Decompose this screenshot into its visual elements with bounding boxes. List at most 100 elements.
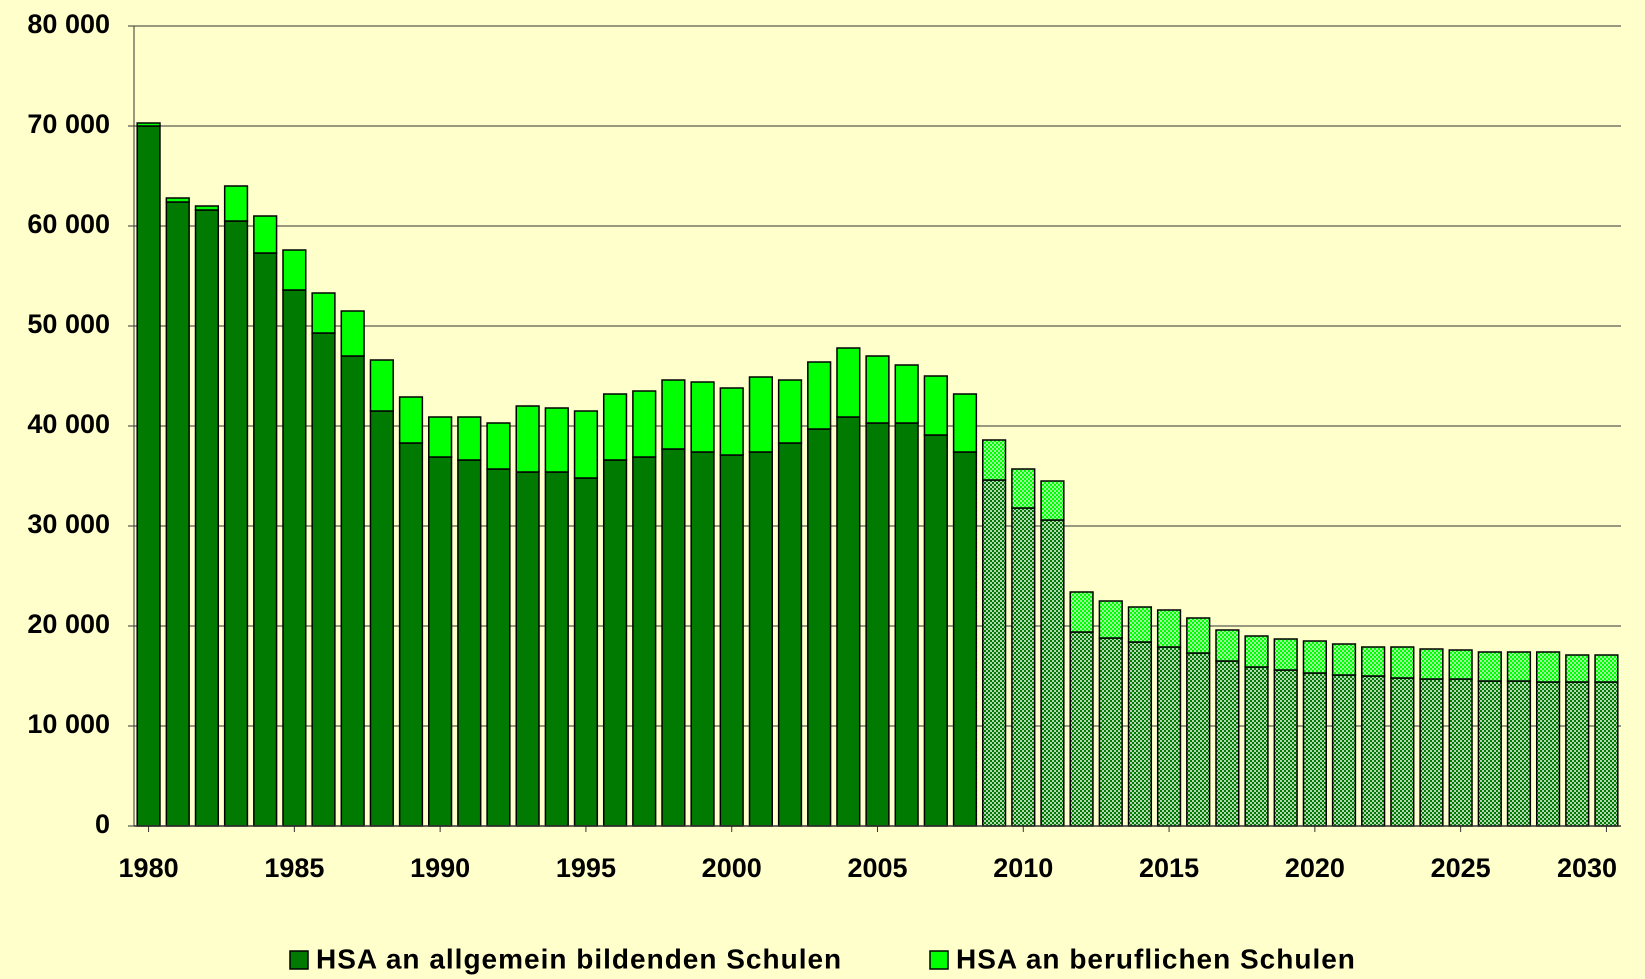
bar-segment — [457, 459, 482, 827]
bar-segment — [223, 185, 249, 222]
bar-segment — [661, 448, 686, 827]
bar-segment — [1156, 609, 1182, 648]
bar-segment — [1244, 666, 1269, 827]
bar-segment — [398, 396, 424, 444]
bar-segment — [1390, 646, 1415, 679]
bar-segment — [369, 410, 394, 827]
bar-segment — [165, 197, 190, 203]
bar-segment — [1040, 519, 1065, 827]
bar-segment — [486, 468, 511, 827]
bar-segment — [573, 477, 599, 827]
bar-segment — [1127, 641, 1153, 827]
bar-segment — [777, 442, 803, 827]
x-tick-label: 2000 — [702, 853, 762, 883]
bar-segment — [1477, 680, 1502, 827]
bar-segment — [1565, 681, 1590, 827]
x-tick-label: 1985 — [264, 853, 324, 883]
y-tick-label: 0 — [95, 809, 110, 839]
bar-segment — [1361, 675, 1386, 827]
bar-segment — [632, 390, 657, 458]
x-tick-label: 2030 — [1557, 853, 1617, 883]
bar-segment — [136, 125, 161, 827]
bar-segment — [894, 422, 919, 827]
bar-segment — [1390, 677, 1415, 827]
y-tick-label: 60 000 — [27, 209, 110, 239]
bar-segment — [807, 361, 832, 430]
bar-segment — [661, 379, 686, 450]
bar-segment — [1186, 617, 1211, 654]
bar-segment — [1302, 640, 1327, 674]
bar-segment — [1098, 637, 1123, 827]
bar-segment — [515, 471, 540, 827]
bar-segment — [836, 416, 861, 827]
bar-segment — [1011, 468, 1036, 509]
x-tick-label: 1995 — [556, 853, 616, 883]
bar-segment — [602, 459, 628, 827]
bar-segment — [1069, 631, 1094, 827]
x-tick-label: 1980 — [119, 853, 179, 883]
bar-segment — [544, 471, 569, 827]
bar-segment — [690, 381, 715, 453]
bar-segment — [1535, 651, 1561, 683]
x-tick-label: 2025 — [1431, 853, 1491, 883]
legend-swatch — [289, 950, 309, 970]
x-tick-label: 1990 — [410, 853, 470, 883]
bar-segment — [982, 479, 1007, 827]
y-tick-label: 10 000 — [27, 709, 110, 739]
x-tick-label: 2020 — [1285, 853, 1345, 883]
bar-segment — [194, 205, 220, 211]
y-tick-label: 20 000 — [27, 609, 110, 639]
y-tick-label: 40 000 — [27, 409, 110, 439]
bar-segment — [515, 405, 540, 473]
bar-segment — [253, 252, 278, 827]
bar-segment — [428, 456, 453, 827]
bar-segment — [1594, 654, 1619, 683]
bar-segment — [952, 393, 978, 453]
x-tick-label: 2005 — [847, 853, 907, 883]
legend-label: HSA an allgemein bildenden Schulen — [316, 943, 842, 974]
y-tick-label: 80 000 — [27, 9, 110, 39]
bar-segment — [282, 249, 307, 291]
bar-segment — [1506, 680, 1532, 827]
bar-segment — [748, 376, 773, 453]
bar-segment — [1477, 651, 1502, 682]
bar-segment — [136, 122, 161, 127]
legend-label: HSA an beruflichen Schulen — [956, 943, 1356, 974]
bar-segment — [807, 428, 832, 827]
y-tick-label: 30 000 — [27, 509, 110, 539]
bar-segment — [282, 289, 307, 827]
x-tick-label: 2015 — [1139, 853, 1199, 883]
bar-segment — [340, 355, 365, 827]
bar-segment — [1419, 678, 1444, 827]
bar-segment — [194, 209, 220, 827]
bar-segment — [1506, 651, 1532, 682]
bar-segment — [1565, 654, 1590, 683]
bar-segment — [1011, 507, 1036, 827]
bar-segment — [1273, 669, 1298, 827]
bar-segment — [1448, 649, 1473, 680]
bar-segment — [1331, 674, 1357, 827]
bar-segment — [369, 359, 394, 412]
bar-segment — [719, 454, 744, 827]
bar-segment — [690, 451, 715, 827]
bar-segment — [398, 442, 424, 827]
bar-segment — [923, 434, 948, 827]
y-tick-label: 50 000 — [27, 309, 110, 339]
bar-segment — [311, 332, 336, 827]
bar-segment — [1040, 480, 1065, 521]
bar-segment — [1302, 672, 1327, 827]
bar-segment — [1215, 660, 1240, 827]
bar-segment — [1127, 606, 1153, 643]
bar-segment — [573, 410, 599, 479]
legend-swatch — [929, 950, 949, 970]
bar-segment — [865, 355, 890, 424]
bar-segment — [1156, 646, 1182, 827]
y-tick-label: 70 000 — [27, 109, 110, 139]
bar-segment — [719, 387, 744, 456]
bar-segment — [486, 422, 511, 470]
bar-segment — [894, 364, 919, 424]
bar-segment — [1448, 678, 1473, 827]
bar-segment — [602, 393, 628, 461]
bar-segment — [1273, 638, 1298, 671]
